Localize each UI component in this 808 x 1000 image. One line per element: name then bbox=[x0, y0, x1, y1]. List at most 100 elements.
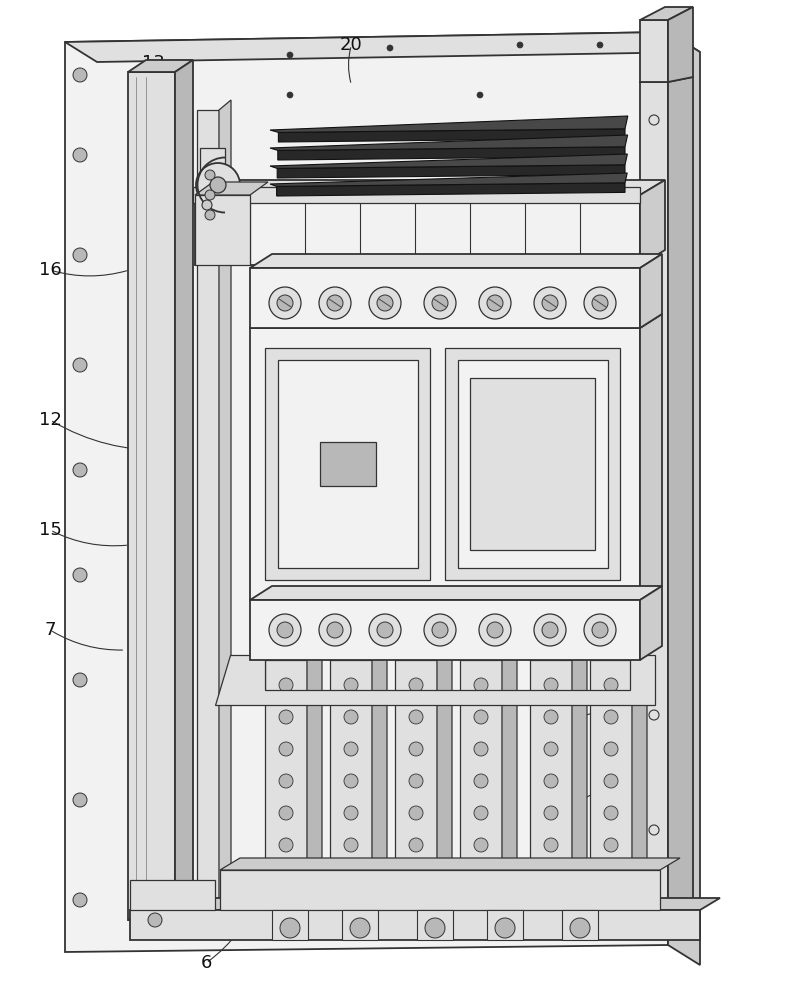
Text: 14: 14 bbox=[627, 491, 650, 509]
Circle shape bbox=[584, 287, 616, 319]
Circle shape bbox=[73, 568, 87, 582]
Circle shape bbox=[344, 838, 358, 852]
Polygon shape bbox=[272, 910, 308, 940]
Circle shape bbox=[277, 295, 293, 311]
Polygon shape bbox=[640, 180, 665, 265]
Polygon shape bbox=[562, 910, 598, 940]
Polygon shape bbox=[632, 650, 647, 870]
Circle shape bbox=[319, 614, 351, 646]
Polygon shape bbox=[640, 7, 693, 20]
Circle shape bbox=[279, 678, 293, 692]
Circle shape bbox=[73, 248, 87, 262]
Circle shape bbox=[544, 742, 558, 756]
Polygon shape bbox=[417, 910, 453, 940]
Circle shape bbox=[279, 742, 293, 756]
Circle shape bbox=[570, 918, 590, 938]
Circle shape bbox=[344, 806, 358, 820]
Polygon shape bbox=[276, 183, 625, 196]
Circle shape bbox=[344, 710, 358, 724]
Circle shape bbox=[409, 678, 423, 692]
Circle shape bbox=[592, 295, 608, 311]
Polygon shape bbox=[250, 268, 640, 328]
Circle shape bbox=[544, 806, 558, 820]
Polygon shape bbox=[128, 908, 193, 920]
Polygon shape bbox=[395, 660, 437, 870]
Polygon shape bbox=[445, 348, 620, 580]
Circle shape bbox=[73, 893, 87, 907]
Circle shape bbox=[287, 52, 293, 58]
Circle shape bbox=[369, 614, 401, 646]
Text: 8: 8 bbox=[653, 771, 664, 789]
Text: 18: 18 bbox=[627, 396, 650, 414]
Circle shape bbox=[73, 673, 87, 687]
Polygon shape bbox=[250, 328, 640, 600]
Polygon shape bbox=[470, 378, 595, 550]
Polygon shape bbox=[193, 187, 640, 203]
Polygon shape bbox=[130, 898, 720, 910]
Circle shape bbox=[277, 622, 293, 638]
Polygon shape bbox=[130, 880, 215, 910]
Circle shape bbox=[319, 287, 351, 319]
Circle shape bbox=[387, 45, 393, 51]
Polygon shape bbox=[270, 135, 628, 150]
Circle shape bbox=[474, 838, 488, 852]
Polygon shape bbox=[668, 32, 700, 965]
Polygon shape bbox=[175, 60, 193, 920]
Polygon shape bbox=[195, 195, 250, 265]
Circle shape bbox=[344, 678, 358, 692]
Polygon shape bbox=[195, 180, 665, 195]
Circle shape bbox=[377, 622, 393, 638]
Circle shape bbox=[604, 710, 618, 724]
Circle shape bbox=[73, 68, 87, 82]
Polygon shape bbox=[320, 442, 376, 486]
Circle shape bbox=[534, 614, 566, 646]
Circle shape bbox=[148, 913, 162, 927]
Polygon shape bbox=[195, 195, 640, 265]
Circle shape bbox=[604, 742, 618, 756]
Polygon shape bbox=[250, 254, 662, 268]
Polygon shape bbox=[640, 82, 668, 930]
Polygon shape bbox=[640, 20, 668, 82]
Circle shape bbox=[544, 678, 558, 692]
Circle shape bbox=[73, 148, 87, 162]
Polygon shape bbox=[572, 650, 587, 870]
Polygon shape bbox=[668, 7, 693, 82]
Polygon shape bbox=[215, 655, 655, 705]
Circle shape bbox=[495, 918, 515, 938]
Polygon shape bbox=[279, 129, 625, 142]
Polygon shape bbox=[250, 586, 662, 600]
Polygon shape bbox=[220, 858, 680, 870]
Text: 16: 16 bbox=[39, 261, 61, 279]
Polygon shape bbox=[460, 650, 517, 660]
Circle shape bbox=[73, 358, 87, 372]
Circle shape bbox=[210, 177, 226, 193]
Text: 10: 10 bbox=[647, 321, 670, 339]
Polygon shape bbox=[590, 660, 632, 870]
Polygon shape bbox=[197, 110, 219, 900]
Circle shape bbox=[344, 774, 358, 788]
Polygon shape bbox=[330, 660, 372, 870]
Polygon shape bbox=[265, 660, 307, 870]
Circle shape bbox=[409, 774, 423, 788]
Circle shape bbox=[269, 614, 301, 646]
Circle shape bbox=[424, 287, 456, 319]
Circle shape bbox=[205, 210, 215, 220]
Circle shape bbox=[474, 710, 488, 724]
Polygon shape bbox=[458, 360, 608, 568]
Circle shape bbox=[544, 710, 558, 724]
Polygon shape bbox=[372, 650, 387, 870]
Circle shape bbox=[205, 190, 215, 200]
Circle shape bbox=[474, 678, 488, 692]
Circle shape bbox=[73, 463, 87, 477]
Circle shape bbox=[542, 295, 558, 311]
Polygon shape bbox=[640, 586, 662, 660]
Polygon shape bbox=[590, 650, 647, 660]
Circle shape bbox=[424, 614, 456, 646]
Circle shape bbox=[202, 200, 212, 210]
Circle shape bbox=[369, 287, 401, 319]
Circle shape bbox=[205, 170, 215, 180]
Circle shape bbox=[350, 918, 370, 938]
Text: 12: 12 bbox=[39, 411, 61, 429]
Text: 13: 13 bbox=[142, 54, 165, 72]
Polygon shape bbox=[278, 147, 625, 160]
